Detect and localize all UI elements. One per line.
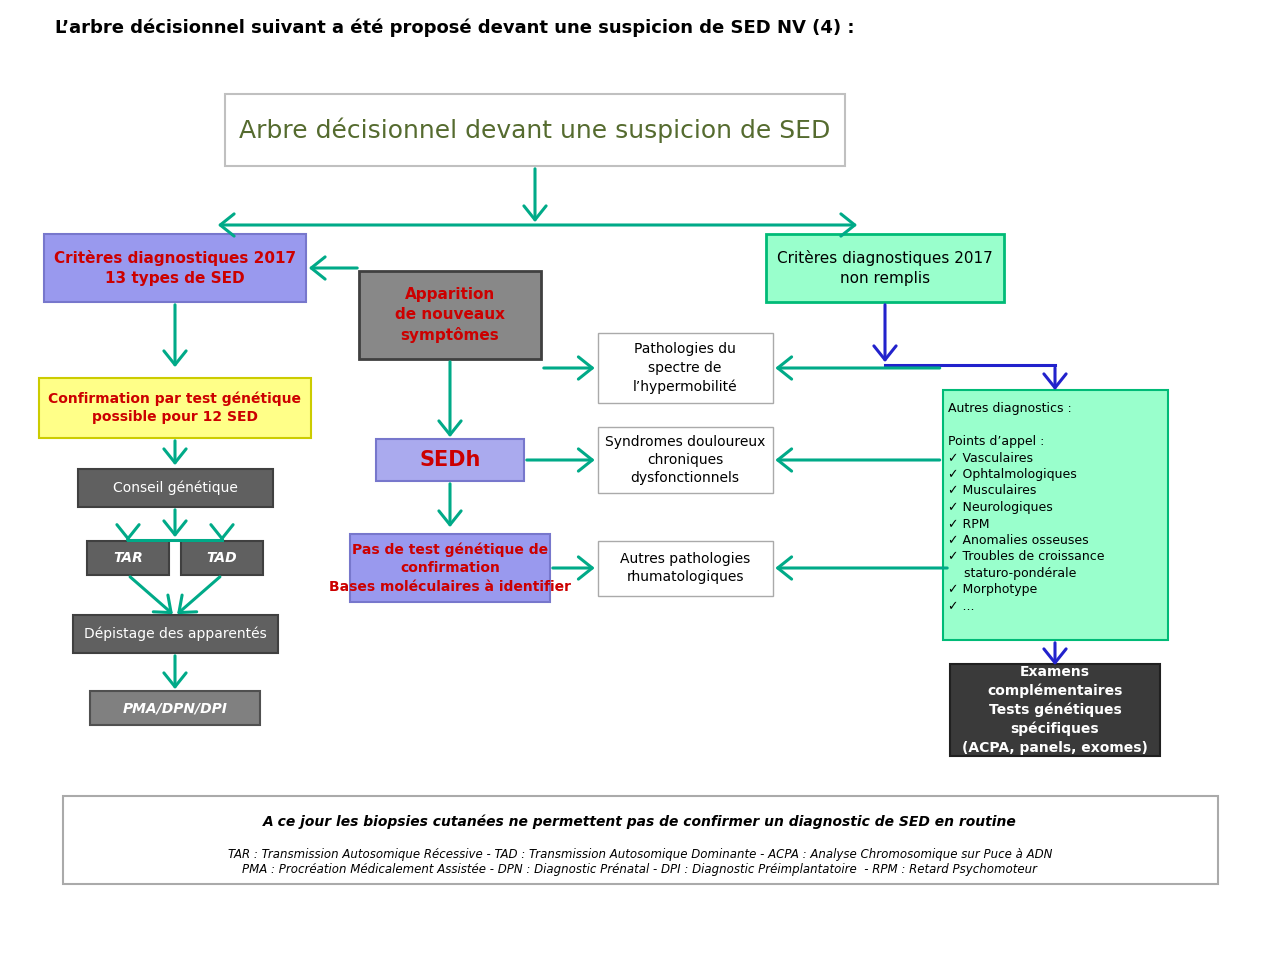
FancyBboxPatch shape <box>38 378 311 438</box>
FancyBboxPatch shape <box>942 390 1167 640</box>
Text: Autres pathologies
rhumatologiques: Autres pathologies rhumatologiques <box>620 552 750 585</box>
FancyBboxPatch shape <box>598 427 773 493</box>
Text: L’arbre décisionnel suivant a été proposé devant une suspicion de SED NV (4) :: L’arbre décisionnel suivant a été propos… <box>55 19 855 37</box>
Text: Confirmation par test génétique
possible pour 12 SED: Confirmation par test génétique possible… <box>49 392 302 424</box>
FancyBboxPatch shape <box>598 333 773 403</box>
Text: Examens
complémentaires
Tests génétiques
spécifiques
(ACPA, panels, exomes): Examens complémentaires Tests génétiques… <box>963 665 1148 755</box>
FancyBboxPatch shape <box>180 541 262 575</box>
FancyBboxPatch shape <box>44 234 306 302</box>
FancyBboxPatch shape <box>225 94 845 166</box>
Text: TAR: TAR <box>113 551 143 565</box>
Text: Critères diagnostiques 2017
non remplis: Critères diagnostiques 2017 non remplis <box>777 251 993 286</box>
Text: Autres diagnostics :

Points d’appel :
✓ Vasculaires
✓ Ophtalmologiques
✓ Muscul: Autres diagnostics : Points d’appel : ✓ … <box>948 402 1105 613</box>
Text: TAD: TAD <box>206 551 237 565</box>
Text: SEDh: SEDh <box>420 450 481 470</box>
Text: Pathologies du
spectre de
l’hypermobilité: Pathologies du spectre de l’hypermobilit… <box>632 343 737 394</box>
FancyBboxPatch shape <box>63 796 1217 884</box>
FancyBboxPatch shape <box>87 541 169 575</box>
Text: Critères diagnostiques 2017
13 types de SED: Critères diagnostiques 2017 13 types de … <box>54 251 296 286</box>
Text: PMA/DPN/DPI: PMA/DPN/DPI <box>123 701 228 715</box>
FancyBboxPatch shape <box>376 439 524 481</box>
FancyBboxPatch shape <box>73 615 278 653</box>
FancyBboxPatch shape <box>349 534 550 602</box>
FancyBboxPatch shape <box>950 664 1160 756</box>
FancyBboxPatch shape <box>358 271 541 359</box>
FancyBboxPatch shape <box>78 469 273 507</box>
FancyBboxPatch shape <box>90 691 260 725</box>
Text: TAR : Transmission Autosomique Récessive - TAD : Transmission Autosomique Domina: TAR : Transmission Autosomique Récessive… <box>228 848 1052 876</box>
FancyBboxPatch shape <box>765 234 1004 302</box>
Text: Arbre décisionnel devant une suspicion de SED: Arbre décisionnel devant une suspicion d… <box>239 117 831 143</box>
Text: Pas de test génétique de
confirmation
Bases moléculaires à identifier: Pas de test génétique de confirmation Ba… <box>329 542 571 593</box>
Text: Apparition
de nouveaux
symptômes: Apparition de nouveaux symptômes <box>396 287 506 343</box>
Text: Dépistage des apparentés: Dépistage des apparentés <box>83 627 266 641</box>
Text: Syndromes douloureux
chroniques
dysfonctionnels: Syndromes douloureux chroniques dysfonct… <box>605 435 765 486</box>
Text: A ce jour les biopsies cutanées ne permettent pas de confirmer un diagnostic de : A ce jour les biopsies cutanées ne perme… <box>264 815 1016 829</box>
FancyBboxPatch shape <box>598 540 773 595</box>
Text: Conseil génétique: Conseil génétique <box>113 481 237 495</box>
